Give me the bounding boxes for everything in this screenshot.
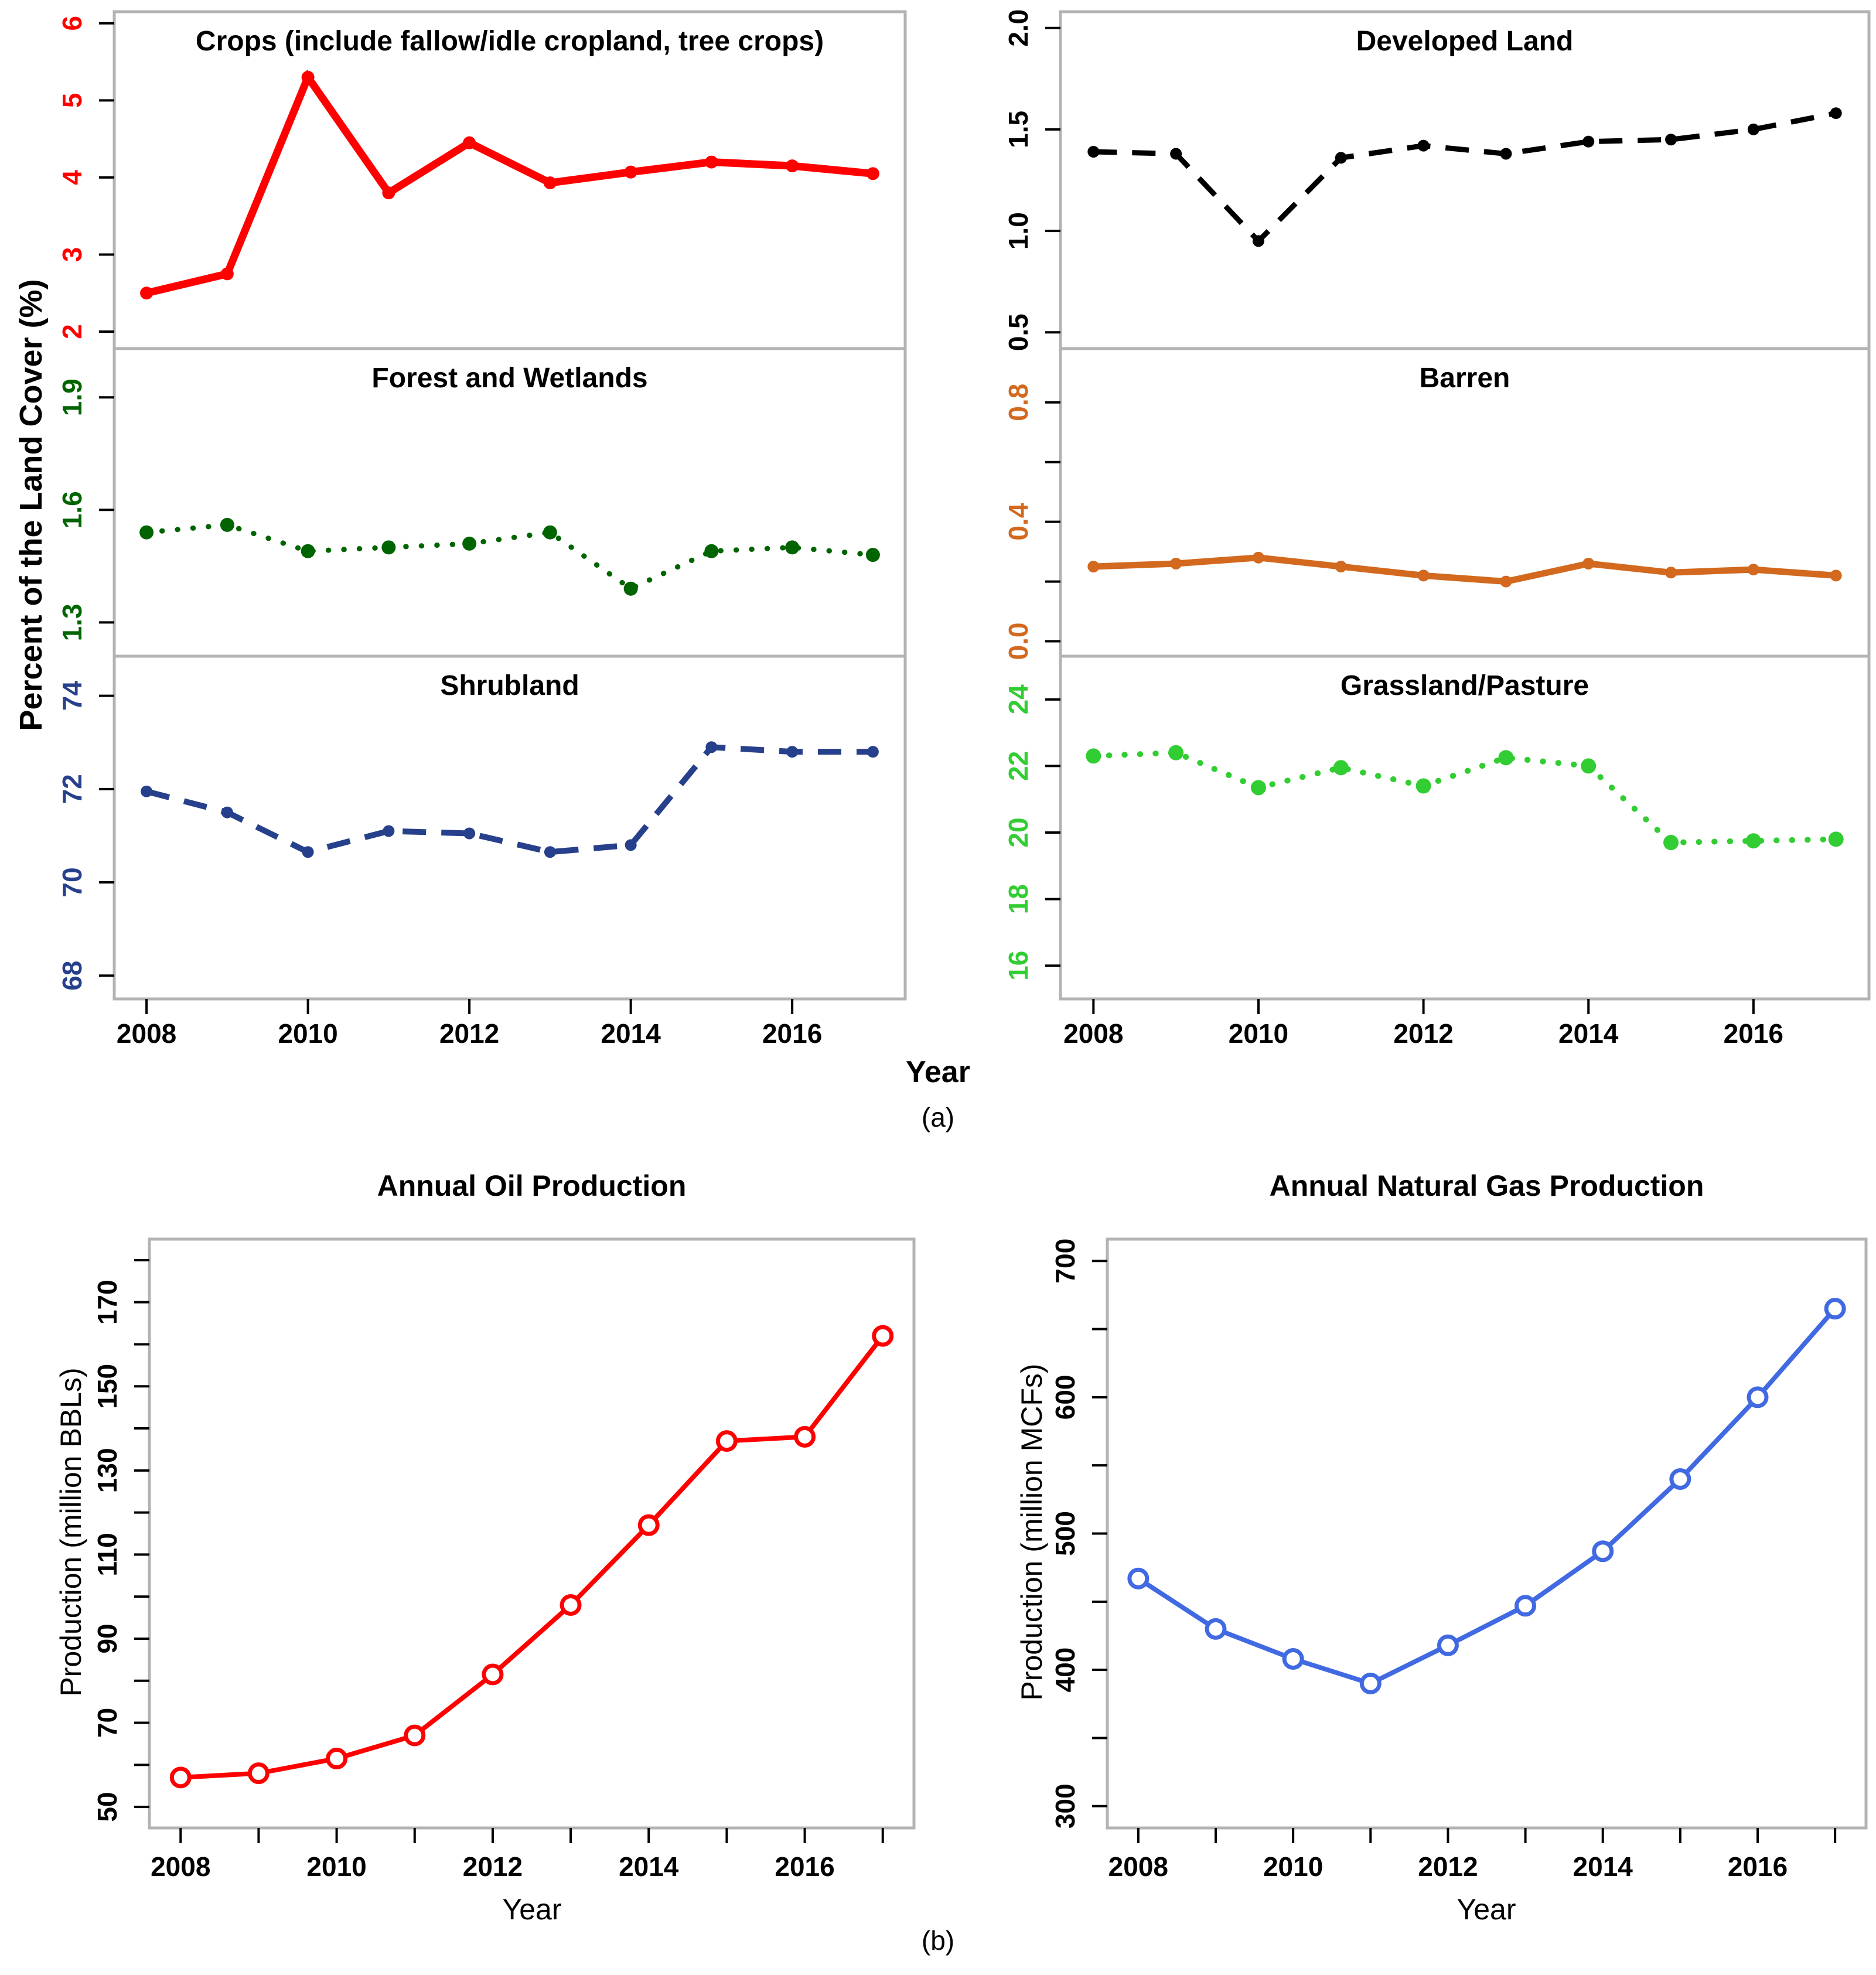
svg-text:16: 16 xyxy=(1003,951,1033,981)
svg-text:2008: 2008 xyxy=(1108,1851,1168,1882)
oil-chart-title: Annual Oil Production xyxy=(377,1169,687,1202)
svg-text:3: 3 xyxy=(57,247,87,262)
oil-x-axis-label: Year xyxy=(502,1893,562,1926)
svg-text:2014: 2014 xyxy=(1573,1851,1633,1882)
svg-text:18: 18 xyxy=(1003,884,1033,914)
svg-text:2008: 2008 xyxy=(1063,1018,1123,1049)
gas-production-chart: 300 400 500 600 700 2008 2010 2012 2014 2016 xyxy=(1050,1237,1868,1882)
svg-text:1.3: 1.3 xyxy=(57,603,87,641)
crops-chart-title: Crops (include fallow/idle cropland, tre… xyxy=(195,26,824,57)
svg-text:2012: 2012 xyxy=(1418,1851,1478,1882)
gas-x-axis-label: Year xyxy=(1457,1893,1516,1926)
svg-text:6: 6 xyxy=(57,16,87,31)
svg-text:4: 4 xyxy=(57,170,87,185)
gas-chart-title: Annual Natural Gas Production xyxy=(1269,1169,1704,1202)
svg-text:72: 72 xyxy=(57,774,87,804)
oil-production-chart: 50 70 90 110 130 150 170 2008 2010 2012 2014 2016 xyxy=(92,1237,916,1882)
panel-b-tag: (b) xyxy=(921,1925,955,1956)
svg-text:0.4: 0.4 xyxy=(1003,503,1033,540)
svg-text:2012: 2012 xyxy=(1393,1018,1453,1049)
svg-text:2014: 2014 xyxy=(619,1851,679,1882)
svg-text:20: 20 xyxy=(1003,817,1033,847)
svg-text:2008: 2008 xyxy=(117,1018,176,1049)
svg-text:2010: 2010 xyxy=(1229,1018,1288,1049)
svg-text:2012: 2012 xyxy=(463,1851,523,1882)
svg-text:70: 70 xyxy=(92,1708,122,1738)
svg-text:2016: 2016 xyxy=(775,1851,834,1882)
svg-text:2008: 2008 xyxy=(151,1851,210,1882)
svg-text:2014: 2014 xyxy=(1558,1018,1619,1049)
panel-a-tag: (a) xyxy=(921,1102,955,1133)
grassland-pasture-chart-title: Grassland/Pasture xyxy=(1340,670,1590,701)
shrubland-chart-title: Shrubland xyxy=(440,670,579,701)
svg-text:1.9: 1.9 xyxy=(57,378,87,416)
svg-text:700: 700 xyxy=(1050,1239,1080,1284)
svg-text:1.6: 1.6 xyxy=(57,491,87,528)
svg-text:50: 50 xyxy=(92,1792,122,1822)
svg-text:400: 400 xyxy=(1050,1647,1080,1693)
svg-text:1.0: 1.0 xyxy=(1003,212,1033,250)
forest-wetlands-chart-title: Forest and Wetlands xyxy=(371,363,648,394)
svg-text:130: 130 xyxy=(92,1448,122,1493)
svg-text:2016: 2016 xyxy=(762,1018,822,1049)
svg-text:2012: 2012 xyxy=(439,1018,499,1049)
panel-a-left-column-charts: 2 3 4 5 6 1.3 1.6 1.9 68 70 72 74 2008 2010 2012 2014 20… xyxy=(57,10,907,1049)
svg-text:0.0: 0.0 xyxy=(1003,623,1033,660)
svg-text:2010: 2010 xyxy=(278,1018,337,1049)
svg-text:2: 2 xyxy=(57,324,87,339)
panel-a-x-axis-label: Year xyxy=(906,1055,970,1089)
svg-text:2010: 2010 xyxy=(1263,1851,1323,1882)
svg-text:2016: 2016 xyxy=(1728,1851,1788,1882)
svg-text:2014: 2014 xyxy=(601,1018,661,1049)
barren-chart-title: Barren xyxy=(1419,363,1510,394)
svg-text:22: 22 xyxy=(1003,751,1033,781)
svg-text:0.8: 0.8 xyxy=(1003,384,1033,421)
svg-text:500: 500 xyxy=(1050,1511,1080,1556)
svg-text:5: 5 xyxy=(57,93,87,108)
svg-text:0.5: 0.5 xyxy=(1003,313,1033,351)
svg-text:90: 90 xyxy=(92,1623,122,1653)
developed-land-chart-title: Developed Land xyxy=(1356,26,1574,57)
svg-text:170: 170 xyxy=(92,1280,122,1325)
svg-text:300: 300 xyxy=(1050,1783,1080,1829)
svg-text:74: 74 xyxy=(57,681,87,711)
svg-text:2.0: 2.0 xyxy=(1003,9,1033,47)
svg-text:110: 110 xyxy=(92,1533,122,1576)
svg-text:24: 24 xyxy=(1003,684,1033,715)
svg-text:68: 68 xyxy=(57,961,87,991)
svg-text:1.5: 1.5 xyxy=(1003,111,1033,148)
svg-text:70: 70 xyxy=(57,867,87,897)
panel-a-right-column-charts: 0.5 1.0 1.5 2.0 0.0 0.4 0.8 16 18 20 22 24 2008 2010 2… xyxy=(1003,9,1871,1049)
svg-text:600: 600 xyxy=(1050,1374,1080,1420)
svg-text:2010: 2010 xyxy=(306,1851,366,1882)
svg-text:2016: 2016 xyxy=(1724,1018,1783,1049)
svg-text:150: 150 xyxy=(92,1364,122,1409)
